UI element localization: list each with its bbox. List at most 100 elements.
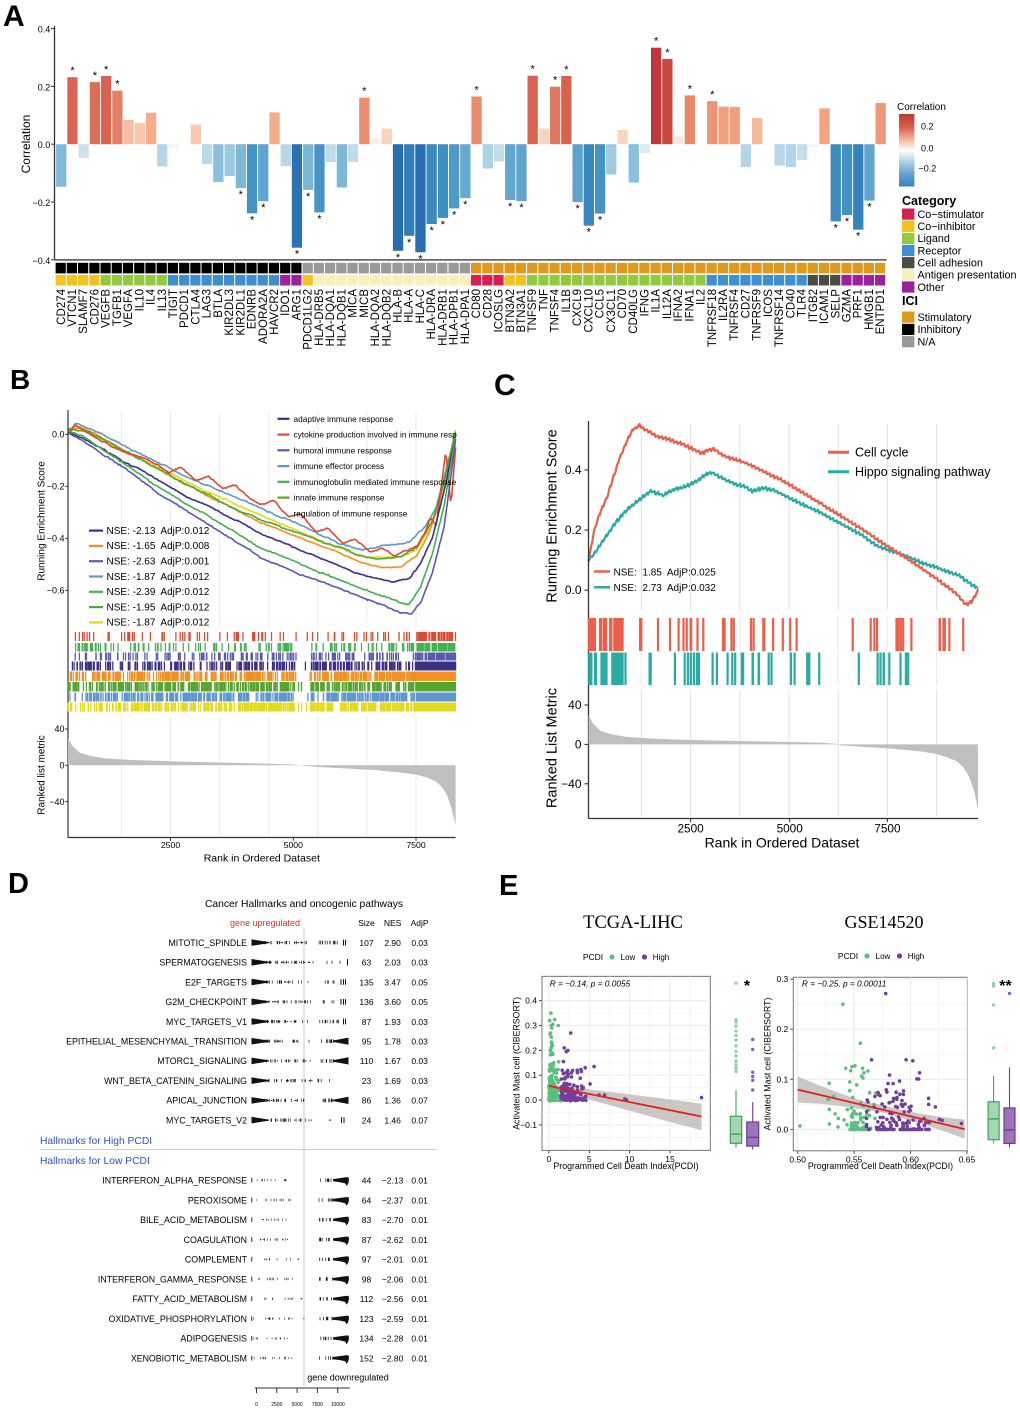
svg-text:0.05: 0.05 [411,997,428,1007]
svg-text:INTERFERON_GAMMA_RESPONSE: INTERFERON_GAMMA_RESPONSE [98,1274,247,1284]
svg-text:*: * [261,202,266,214]
svg-text:−2.70: −2.70 [382,1215,404,1225]
svg-text:innate immune response: innate immune response [294,493,385,503]
svg-text:2.90: 2.90 [384,938,401,948]
svg-text:0.0: 0.0 [52,430,65,440]
svg-text:−2.56: −2.56 [382,1294,404,1304]
svg-text:Stimulatory: Stimulatory [918,312,973,324]
svg-text:High: High [908,952,924,961]
svg-text:Activated Mast cell (CIBERSORT: Activated Mast cell (CIBERSORT) [512,997,522,1130]
svg-text:HLA-DQB2: HLA-DQB2 [381,289,393,347]
svg-text:ITGB2: ITGB2 [808,289,820,322]
svg-text:*: * [407,237,412,249]
svg-text:MICA: MICA [348,289,360,318]
svg-text:Cancer Hallmarks and oncogenic: Cancer Hallmarks and oncogenic pathways [205,899,403,910]
svg-text:23: 23 [362,1076,372,1086]
svg-text:HLA-DRA: HLA-DRA [426,289,438,340]
svg-text:Ranked List Metric: Ranked List Metric [545,688,561,808]
svg-text:−2.37: −2.37 [382,1195,404,1205]
svg-text:OXIDATIVE_PHOSPHORYLATION: OXIDATIVE_PHOSPHORYLATION [109,1314,247,1324]
svg-text:CXCL10: CXCL10 [583,289,595,332]
svg-text:0.07: 0.07 [411,1096,428,1106]
svg-text:LAG3: LAG3 [202,289,214,318]
svg-text:10: 10 [625,1154,635,1164]
svg-text:Rank in Ordered Dataset: Rank in Ordered Dataset [705,835,860,851]
svg-text:−0.4: −0.4 [33,256,51,266]
svg-text:TNFRSF18: TNFRSF18 [707,289,719,347]
svg-text:TGFB1: TGFB1 [112,289,124,326]
svg-text:*: * [564,64,569,76]
svg-text:HMGB1: HMGB1 [864,289,876,330]
svg-text:TCGA-LIHC: TCGA-LIHC [583,913,683,933]
svg-text:15: 15 [665,1154,675,1164]
svg-text:135: 135 [359,977,373,987]
svg-text:63: 63 [362,958,372,968]
svg-text:*: * [115,79,120,91]
svg-text:B: B [10,364,30,395]
svg-text:−0.2: −0.2 [919,164,937,174]
svg-text:*: * [856,231,861,243]
svg-text:Rank in Ordered Dataset: Rank in Ordered Dataset [204,853,320,865]
svg-text:IL1B: IL1B [561,289,573,313]
svg-text:*: * [531,64,536,76]
svg-text:adaptive immune response: adaptive immune response [294,414,394,424]
svg-text:Programmed Cell Death Index(PC: Programmed Cell Death Index(PCDI) [553,1161,698,1171]
svg-text:Other: Other [918,282,945,294]
svg-text:0.65: 0.65 [959,1154,976,1164]
svg-text:gene upregulated: gene upregulated [230,918,300,928]
svg-text:0.01: 0.01 [411,1294,428,1304]
svg-text:APICAL_JUNCTION: APICAL_JUNCTION [166,1096,247,1106]
svg-text:Ligand: Ligand [918,233,950,245]
svg-text:gene downregulated: gene downregulated [307,1373,389,1383]
svg-text:*: * [70,65,75,77]
svg-text:*: * [598,215,603,227]
svg-text:FATTY_ACID_METABOLISM: FATTY_ACID_METABOLISM [132,1294,247,1304]
svg-text:E: E [499,870,518,902]
svg-text:*: * [688,83,693,95]
svg-text:0.4: 0.4 [525,996,537,1006]
svg-text:*: * [396,252,401,264]
svg-text:HLA-DPB1: HLA-DPB1 [449,289,461,345]
svg-text:*: * [430,225,435,237]
svg-text:AdjP: AdjP [411,918,429,928]
svg-text:NES: NES [384,918,402,928]
svg-text:64: 64 [362,1195,372,1205]
svg-text:0.3: 0.3 [776,974,788,984]
svg-text:0.1: 0.1 [776,1074,788,1084]
svg-text:*: * [239,189,244,201]
svg-text:0.01: 0.01 [411,1235,428,1245]
svg-text:0.2: 0.2 [776,1024,788,1034]
svg-text:ADORA2A: ADORA2A [258,289,270,344]
svg-text:136: 136 [359,997,373,1007]
svg-text:SELP: SELP [830,289,842,319]
svg-text:A: A [3,0,25,33]
svg-text:PCDI: PCDI [838,951,858,961]
svg-text:0.03: 0.03 [411,958,428,968]
svg-text:*: * [93,70,98,82]
svg-text:0.55: 0.55 [846,1154,863,1164]
svg-text:*: * [587,227,592,239]
svg-text:24: 24 [362,1115,372,1125]
svg-text:ICAM1: ICAM1 [819,289,831,324]
svg-text:−2.80: −2.80 [382,1353,404,1363]
svg-text:*: * [845,216,850,228]
svg-text:NSE: -2.63 AdjP:0.001: NSE: -2.63 AdjP:0.001 [107,557,210,568]
svg-text:ADIPOGENESIS: ADIPOGENESIS [181,1334,248,1344]
svg-text:Receptor: Receptor [918,245,962,257]
svg-text:40: 40 [568,698,582,712]
svg-text:HLA-DPA1: HLA-DPA1 [460,289,472,344]
svg-text:ENTPD1: ENTPD1 [875,289,887,334]
svg-text:0.01: 0.01 [411,1274,428,1284]
svg-text:*: * [362,86,367,98]
svg-text:−2.59: −2.59 [382,1314,404,1324]
svg-text:CD40: CD40 [785,289,797,318]
svg-text:ARG1: ARG1 [292,289,304,320]
svg-text:GSE14520: GSE14520 [844,912,923,932]
svg-text:ICOS: ICOS [763,289,775,317]
svg-text:CD274: CD274 [56,288,68,324]
svg-text:0.0: 0.0 [776,1124,788,1134]
svg-text:2500: 2500 [161,840,180,850]
svg-text:TNFRSF9: TNFRSF9 [752,289,764,341]
svg-text:−0.6: −0.6 [47,586,65,596]
svg-text:Size: Size [358,918,375,928]
